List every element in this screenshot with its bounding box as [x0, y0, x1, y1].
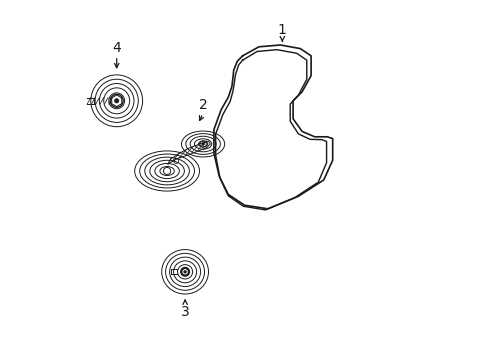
Circle shape	[183, 270, 186, 273]
Text: 3: 3	[181, 305, 189, 319]
Circle shape	[114, 99, 119, 103]
Polygon shape	[167, 141, 210, 165]
Circle shape	[201, 143, 204, 145]
Text: 1: 1	[277, 23, 286, 37]
Text: 2: 2	[198, 99, 207, 112]
Text: 4: 4	[112, 41, 121, 55]
